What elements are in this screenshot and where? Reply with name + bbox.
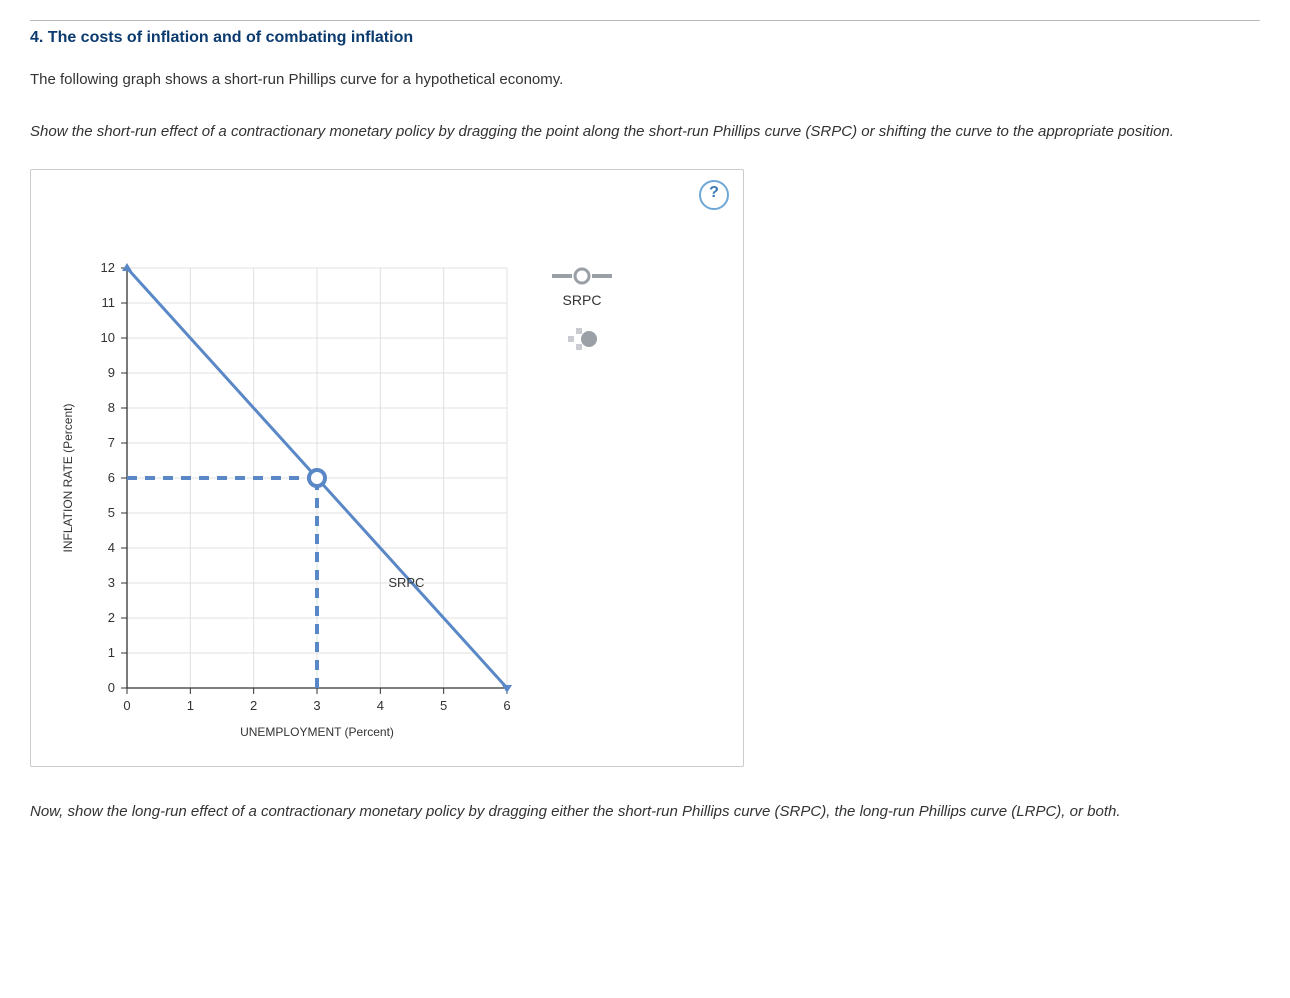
svg-text:6: 6	[108, 470, 115, 485]
svg-text:4: 4	[108, 540, 115, 555]
instruction-2: Now, show the long-run effect of a contr…	[30, 797, 1260, 827]
legend-srpc-label: SRPC	[537, 292, 627, 308]
chart-panel: ? 01234560123456789101112UNEMPLOYMENT (P…	[30, 169, 744, 767]
svg-text:0: 0	[123, 698, 130, 713]
svg-text:3: 3	[108, 575, 115, 590]
srpc-label: SRPC	[388, 575, 424, 590]
chart-legend: SRPC	[537, 266, 627, 360]
svg-text:5: 5	[108, 505, 115, 520]
svg-text:INFLATION RATE (Percent): INFLATION RATE (Percent)	[61, 404, 75, 553]
section-heading: 4. The costs of inflation and of combati…	[30, 20, 1260, 47]
svg-text:0: 0	[108, 680, 115, 695]
svg-text:6: 6	[503, 698, 510, 713]
svg-text:1: 1	[108, 645, 115, 660]
svg-text:UNEMPLOYMENT (Percent): UNEMPLOYMENT (Percent)	[240, 725, 394, 739]
svg-text:10: 10	[101, 330, 115, 345]
intro-text: The following graph shows a short-run Ph…	[30, 65, 1260, 95]
legend-srpc-curve-tool[interactable]	[537, 266, 627, 286]
equilibrium-point[interactable]	[309, 470, 325, 486]
svg-text:2: 2	[250, 698, 257, 713]
help-button[interactable]: ?	[699, 180, 729, 210]
svg-text:3: 3	[313, 698, 320, 713]
svg-text:5: 5	[440, 698, 447, 713]
svg-text:2: 2	[108, 610, 115, 625]
phillips-curve-chart[interactable]: 01234560123456789101112UNEMPLOYMENT (Per…	[47, 248, 517, 748]
svg-text:9: 9	[108, 365, 115, 380]
svg-text:4: 4	[377, 698, 384, 713]
instruction-1: Show the short-run effect of a contracti…	[30, 117, 1260, 147]
svg-text:1: 1	[187, 698, 194, 713]
svg-text:7: 7	[108, 435, 115, 450]
svg-text:12: 12	[101, 260, 115, 275]
legend-move-tool[interactable]	[537, 326, 627, 354]
svg-text:8: 8	[108, 400, 115, 415]
svg-text:11: 11	[102, 295, 116, 310]
chart-area: 01234560123456789101112UNEMPLOYMENT (Per…	[47, 248, 727, 748]
